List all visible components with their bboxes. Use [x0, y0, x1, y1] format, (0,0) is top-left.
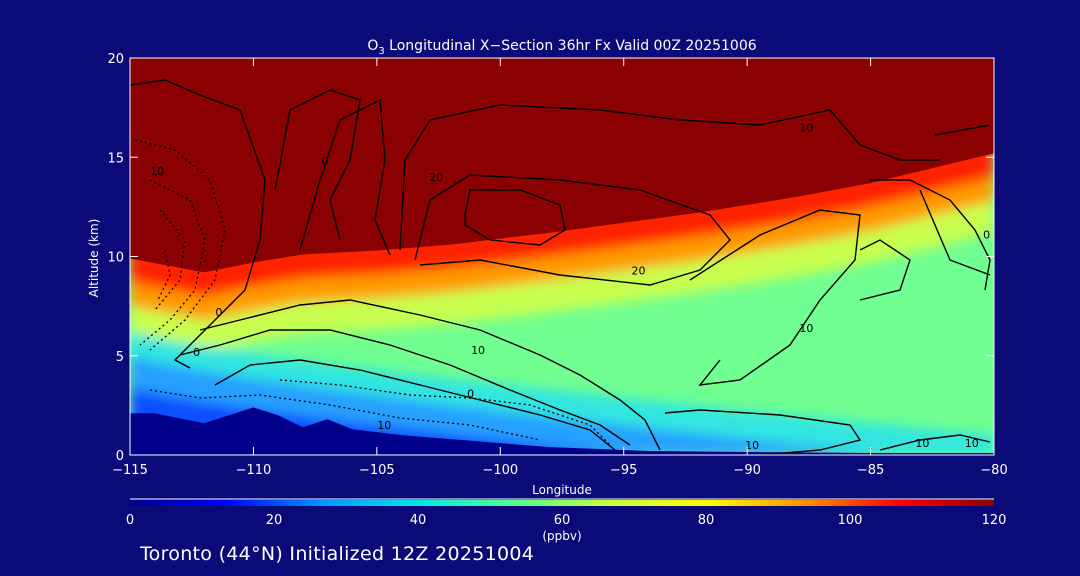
terrain — [130, 407, 994, 455]
colorbar-ticks: 0 20 40 60 80 100 120 — [126, 513, 1007, 528]
contour-line — [464, 189, 566, 246]
x-tick-label: −95 — [610, 463, 637, 478]
tropopause-red-band — [130, 141, 994, 297]
colorbar-tick-label: 100 — [838, 513, 863, 528]
chart-title: O3 Longitudinal X−Section 36hr Fx Valid … — [367, 38, 756, 57]
contour-label: 10 — [471, 344, 485, 357]
contour-label: 0 — [322, 155, 329, 168]
dotted-contour — [149, 389, 541, 441]
contour-line — [130, 79, 266, 369]
contour-line — [870, 179, 991, 291]
dotted-contour — [134, 139, 226, 351]
contour-line — [299, 98, 391, 256]
contour-label: 10 — [377, 419, 391, 432]
contour-label: 10 — [799, 121, 813, 134]
y-tick-label: 20 — [107, 52, 124, 67]
colorbar-tick-label: 0 — [126, 513, 134, 528]
x-tick-label: −80 — [980, 463, 1007, 478]
colorbar-tick-label: 20 — [266, 513, 283, 528]
contour-label: 10 — [745, 439, 759, 452]
contour-line — [199, 299, 661, 451]
y-tick-label: 15 — [107, 151, 124, 166]
title-rest: Longitudinal X−Section 36hr Fx Valid 00Z… — [385, 38, 757, 54]
contour-line — [689, 209, 861, 386]
colorbar-tick-label: 40 — [410, 513, 427, 528]
dotted-contour — [157, 249, 171, 301]
colorbar-fill — [130, 500, 994, 506]
footer-caption: Toronto (44°N) Initialized 12Z 20251004 — [140, 543, 535, 565]
colorbar-tick-label: 60 — [554, 513, 571, 528]
contour-line — [859, 239, 911, 301]
title-subscript: 3 — [378, 46, 384, 57]
contour-label: 10 — [150, 165, 164, 178]
x-tick-label: −115 — [112, 463, 148, 478]
x-axis-label: Longitude — [532, 483, 592, 497]
contour-label: 0 — [983, 229, 990, 242]
contour-line — [179, 329, 631, 446]
contour-line — [934, 124, 991, 136]
contour-line — [664, 409, 862, 455]
contour-label: 10 — [965, 437, 979, 450]
contour-line — [879, 434, 991, 451]
contour-label: 10 — [799, 322, 813, 335]
contours — [130, 79, 991, 455]
contour-line — [919, 189, 991, 276]
colorbar-units: (ppbv) — [542, 529, 581, 543]
y-axis: 0 5 10 15 20 — [107, 52, 994, 464]
x-tick-label: −85 — [857, 463, 884, 478]
contour-label: 10 — [915, 437, 929, 450]
contour-labels: 0 10 10 20 0 0 0 20 10 10 0 10 10 10 10 — [150, 121, 990, 452]
contour-line — [399, 104, 940, 251]
x-tick-label: −100 — [482, 463, 518, 478]
contour-line — [274, 89, 361, 241]
contours-dotted — [134, 139, 611, 446]
stratosphere-region — [130, 58, 994, 273]
dotted-contour — [279, 379, 611, 446]
contour-line — [414, 174, 731, 286]
colorbar: 0 20 40 60 80 100 120 (ppbv) — [126, 498, 1007, 543]
y-tick-label: 0 — [116, 449, 124, 464]
x-tick-label: −105 — [359, 463, 395, 478]
y-axis-label: Altitude (km) — [87, 219, 101, 298]
contour-label: 0 — [193, 346, 200, 359]
plot-area: 0 10 10 20 0 0 0 20 10 10 0 10 10 10 10 — [130, 58, 994, 455]
colorbar-tick-label: 80 — [698, 513, 715, 528]
title-species: O — [367, 38, 378, 54]
contour-label: 0 — [467, 387, 474, 400]
colorbar-tick-label: 120 — [982, 513, 1007, 528]
contour-label: 20 — [429, 171, 443, 184]
x-tick-label: −110 — [236, 463, 272, 478]
contour-line — [214, 359, 616, 451]
y-tick-label: 5 — [116, 350, 124, 365]
y-tick-label: 10 — [107, 251, 124, 266]
x-axis: −115 −110 −105 −100 −95 −90 −85 −80 — [112, 58, 1008, 478]
contour-label: 20 — [632, 264, 646, 277]
x-tick-label: −90 — [733, 463, 760, 478]
contour-label: 0 — [215, 306, 222, 319]
